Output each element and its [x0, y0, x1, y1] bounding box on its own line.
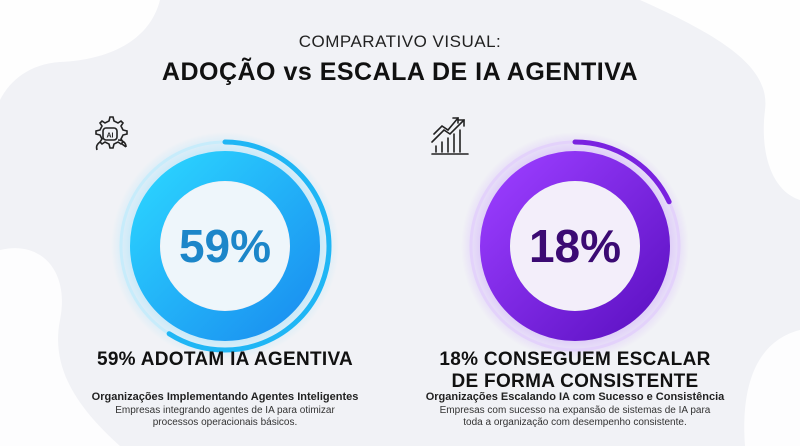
scaling-heading-line: DE FORMA CONSISTENTE	[451, 371, 699, 392]
scaling-desc-line: toda a organização com desempenho consis…	[463, 417, 687, 428]
adoption-value-label: 59%	[179, 220, 271, 272]
adoption-desc-line: Empresas integrando agentes de IA para o…	[115, 405, 335, 416]
scaling-desc-title: Organizações Escalando IA com Sucesso e …	[425, 391, 725, 403]
scaling-heading-line: 18% CONSEGUEM ESCALAR	[439, 349, 711, 370]
header-subtitle: COMPARATIVO VISUAL:	[298, 32, 502, 51]
svg-text:AI: AI	[107, 133, 114, 140]
growth-chart-arrows-icon	[431, 117, 469, 155]
adoption-progress-arc	[118, 139, 332, 353]
scaling-donut-chart: 18%	[461, 132, 689, 360]
scaling-value-label: 18%	[529, 220, 621, 272]
adoption-donut-chart: 59%	[111, 132, 339, 360]
adoption-desc-body: Empresas integrando agentes de IA para o…	[55, 405, 395, 429]
adoption-heading: 59% ADOTAM IA AGENTIVA	[55, 349, 395, 371]
adoption-desc-line: processos operacionais básicos.	[152, 417, 298, 428]
adoption-desc-title: Organizações Implementando Agentes Intel…	[91, 391, 359, 403]
header-title: ADOÇÃO vs ESCALA DE IA AGENTIVA	[161, 58, 639, 86]
header: COMPARATIVO VISUAL: ADOÇÃO vs ESCALA DE …	[0, 32, 800, 87]
ai-brain-gear-icon: AI	[95, 116, 128, 151]
scaling-desc-body: Empresas com sucesso na expansão de sist…	[405, 405, 745, 429]
scaling-heading: 18% CONSEGUEM ESCALAR DE FORMA CONSISTEN…	[405, 349, 745, 393]
scaling-desc-line: Empresas com sucesso na expansão de sist…	[439, 405, 711, 416]
adoption-heading-line: 59% ADOTAM IA AGENTIVA	[96, 349, 354, 370]
scaling-progress-arc	[468, 139, 682, 353]
